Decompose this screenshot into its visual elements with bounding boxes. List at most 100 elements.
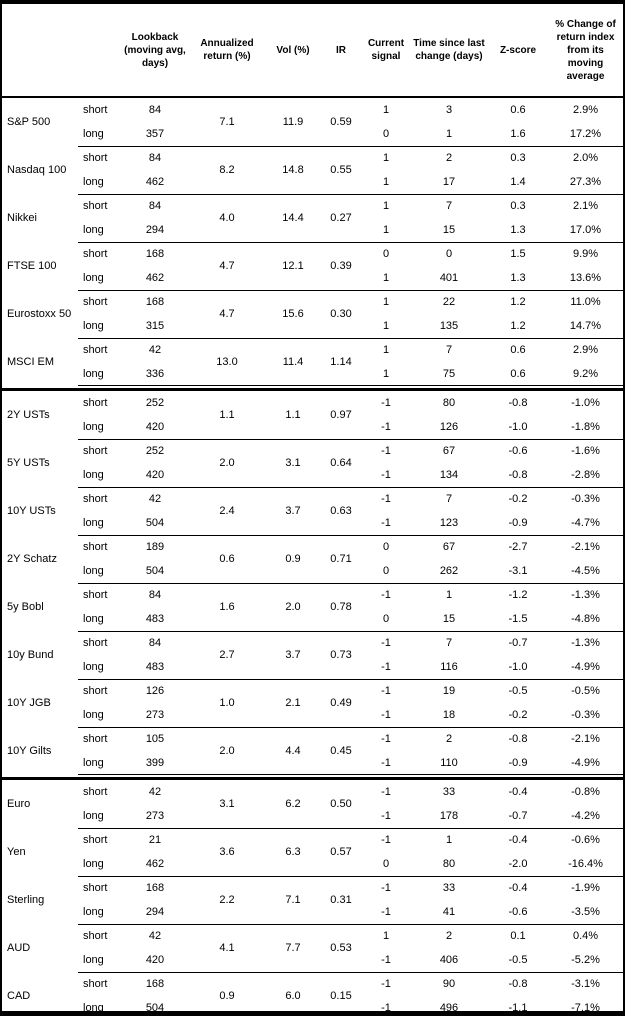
time-since-value-short: 33 <box>442 882 456 894</box>
lookback-value-short: 168 <box>145 882 165 894</box>
leg-label-short: short <box>83 882 108 894</box>
leg-label-long: long <box>83 661 104 673</box>
annualized-return-value: 13.0 <box>216 356 238 368</box>
table-row-group: 10y Bund short 84 2.7 3.7 0.73 -1 7 -0.7… <box>2 631 623 679</box>
signal-value-long: -1 <box>381 906 391 918</box>
signal-value-short: -1 <box>381 493 391 505</box>
pct-change-value-long: -4.2% <box>571 810 600 822</box>
pct-change-value-short: -0.8% <box>571 786 600 798</box>
time-since-value-short: 7 <box>445 344 453 356</box>
pct-change-value-long: 13.6% <box>569 272 602 284</box>
annualized-return-value: 7.1 <box>219 116 235 128</box>
z-score-value-long: -0.7 <box>508 810 528 822</box>
signal-value-long: -1 <box>381 421 391 433</box>
asset-name: MSCI EM <box>7 356 55 368</box>
time-since-value-long: 18 <box>442 709 456 721</box>
signal-value-long: 1 <box>382 224 390 236</box>
leg-label-long: long <box>83 1002 104 1014</box>
signal-value-long: 0 <box>382 128 390 140</box>
leg-label-short: short <box>83 344 108 356</box>
leg-label-long: long <box>83 368 104 380</box>
lookback-value-short: 189 <box>145 541 165 553</box>
table-row-group: FTSE 100 short 168 4.7 12.1 0.39 0 0 1.5… <box>2 242 623 290</box>
asset-name: 10Y JGB <box>7 697 51 709</box>
lookback-value-short: 168 <box>145 248 165 260</box>
signal-value-long: -1 <box>381 469 391 481</box>
vol-value: 4.4 <box>285 745 301 757</box>
time-since-value-short: 19 <box>442 685 456 697</box>
signal-value-short: -1 <box>381 786 391 798</box>
asset-name: 2Y USTs <box>7 409 50 421</box>
ir-value: 0.59 <box>330 116 352 128</box>
z-score-value-short: -0.8 <box>508 733 528 745</box>
vol-value: 7.1 <box>285 894 301 906</box>
lookback-value-long: 420 <box>145 469 165 481</box>
z-score-value-short: 1.2 <box>510 296 526 308</box>
pct-change-value-long: 17.0% <box>569 224 602 236</box>
time-since-value-short: 67 <box>442 541 456 553</box>
z-score-value-long: 1.6 <box>510 128 526 140</box>
annualized-return-value: 2.4 <box>219 505 235 517</box>
z-score-value-short: 0.3 <box>510 200 526 212</box>
z-score-value-long: -0.8 <box>508 469 528 481</box>
ir-value: 0.45 <box>330 745 352 757</box>
vol-value: 2.0 <box>285 601 301 613</box>
ir-value: 1.14 <box>330 356 352 368</box>
ir-value: 0.78 <box>330 601 352 613</box>
signal-value-long: -1 <box>381 661 391 673</box>
asset-name: CAD <box>7 990 31 1002</box>
leg-label-short: short <box>83 786 108 798</box>
time-since-value-short: 7 <box>445 200 453 212</box>
time-since-value-short: 2 <box>445 930 453 942</box>
lookback-value-long: 336 <box>145 368 165 380</box>
signal-value-short: -1 <box>381 589 391 601</box>
vol-value: 0.9 <box>285 553 301 565</box>
pct-change-value-long: 9.2% <box>572 368 599 380</box>
lookback-value-short: 126 <box>145 685 165 697</box>
vol-value: 1.1 <box>285 409 301 421</box>
signal-value-short: -1 <box>381 978 391 990</box>
lookback-value-long: 462 <box>145 272 165 284</box>
z-score-value-long: -0.9 <box>508 757 528 769</box>
lookback-value-short: 21 <box>148 834 162 846</box>
pct-change-value-short: -0.3% <box>571 493 600 505</box>
leg-label-long: long <box>83 469 104 481</box>
col-header-lookback: Lookback (moving avg, days) <box>124 31 186 69</box>
lookback-value-long: 504 <box>145 1002 165 1014</box>
lookback-value-long: 504 <box>145 517 165 529</box>
lookback-value-short: 84 <box>148 637 162 649</box>
signal-value-short: -1 <box>381 834 391 846</box>
ir-value: 0.71 <box>330 553 352 565</box>
pct-change-value-short: 2.9% <box>572 344 599 356</box>
pct-change-value-short: -1.3% <box>571 637 600 649</box>
lookback-value-long: 273 <box>145 709 165 721</box>
vol-value: 3.1 <box>285 457 301 469</box>
ir-value: 0.55 <box>330 164 352 176</box>
signal-value-short: -1 <box>381 685 391 697</box>
leg-label-long: long <box>83 517 104 529</box>
lookback-value-short: 168 <box>145 978 165 990</box>
z-score-value-long: 1.3 <box>510 272 526 284</box>
time-since-value-long: 406 <box>439 954 459 966</box>
z-score-value-long: -0.5 <box>508 954 528 966</box>
pct-change-value-long: 17.2% <box>569 128 602 140</box>
lookback-value-short: 84 <box>148 152 162 164</box>
signal-value-short: -1 <box>381 397 391 409</box>
signal-value-long: 1 <box>382 176 390 188</box>
ir-value: 0.50 <box>330 798 352 810</box>
leg-label-long: long <box>83 613 104 625</box>
pct-change-value-short: 2.9% <box>572 104 599 116</box>
annualized-return-value: 4.0 <box>219 212 235 224</box>
annualized-return-value: 2.7 <box>219 649 235 661</box>
pct-change-value-long: -3.5% <box>571 906 600 918</box>
time-since-value-long: 135 <box>439 320 459 332</box>
table-row-group: 10Y JGB short 126 1.0 2.1 0.49 -1 19 -0.… <box>2 679 623 727</box>
vol-value: 2.1 <box>285 697 301 709</box>
annualized-return-value: 4.7 <box>219 260 235 272</box>
z-score-value-long: -0.9 <box>508 517 528 529</box>
pct-change-value-long: -4.9% <box>571 757 600 769</box>
signal-value-long: -1 <box>381 757 391 769</box>
table-row-group: 5Y USTs short 252 2.0 3.1 0.64 -1 67 -0.… <box>2 439 623 487</box>
signal-value-long: 1 <box>382 272 390 284</box>
annualized-return-value: 0.6 <box>219 553 235 565</box>
